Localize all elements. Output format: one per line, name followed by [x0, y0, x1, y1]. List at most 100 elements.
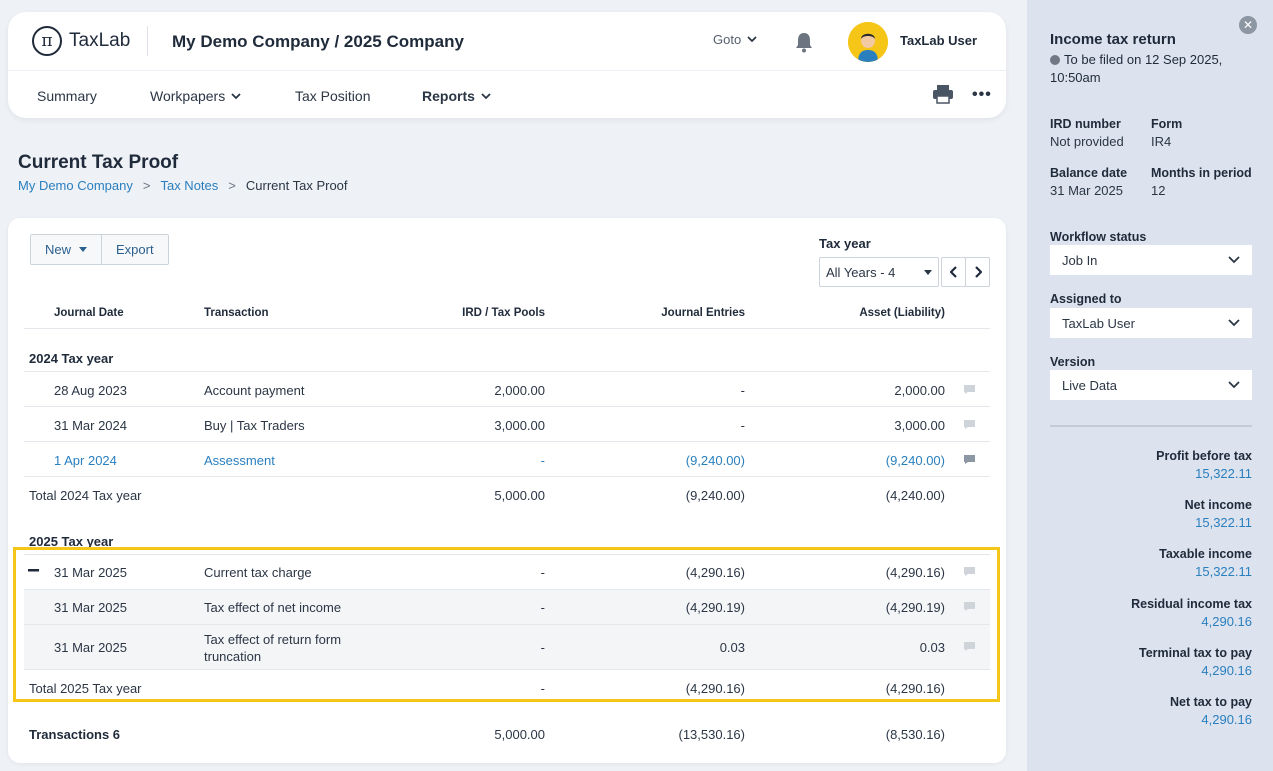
metric-label: Terminal tax to pay — [1139, 646, 1252, 660]
cell-transaction-line2: truncation — [204, 649, 262, 664]
company-title: My Demo Company / 2025 Company — [172, 32, 464, 51]
comment-icon[interactable] — [963, 566, 976, 577]
total-journal: (9,240.00) — [685, 488, 745, 503]
comment-icon[interactable] — [963, 454, 976, 465]
taxlab-logo[interactable]: π TaxLab — [32, 26, 130, 56]
metric-label: Taxable income — [1159, 547, 1252, 561]
total-ird: 5,000.00 — [494, 488, 545, 503]
cell-transaction: Tax effect of net income — [204, 600, 342, 615]
grand-total-asset: (8,530.16) — [885, 727, 945, 742]
tab-workpapers[interactable]: Workpapers — [150, 88, 241, 104]
version-label: Version — [1050, 355, 1096, 369]
chevron-down-icon — [1228, 256, 1240, 264]
user-avatar-icon — [848, 22, 888, 62]
panel-title: Income tax return — [1050, 31, 1176, 48]
col-asset-liability[interactable]: Asset (Liability) — [859, 307, 945, 319]
breadcrumb-company[interactable]: My Demo Company — [18, 178, 133, 193]
tab-summary[interactable]: Summary — [37, 88, 97, 104]
bell-icon[interactable] — [794, 31, 814, 53]
printer-icon[interactable] — [932, 84, 954, 104]
workflow-status-value: Job In — [1062, 252, 1098, 268]
tab-tax-position[interactable]: Tax Position — [295, 88, 370, 104]
balance-date-value: 31 Mar 2025 — [1050, 183, 1123, 198]
cell-journal: - — [740, 383, 745, 398]
metric-value-link[interactable]: 15,322.11 — [1195, 515, 1252, 530]
goto-dropdown[interactable]: Goto — [713, 32, 757, 47]
logo-text: TaxLab — [69, 30, 131, 51]
cell-transaction: Account payment — [204, 383, 305, 398]
cell-journal: - — [740, 418, 745, 433]
tax-year-select[interactable]: All Years - 4 — [819, 257, 939, 287]
panel-divider — [1050, 425, 1252, 427]
cell-transaction: Current tax charge — [204, 565, 312, 580]
cell-transaction-link[interactable]: Assessment — [204, 453, 275, 468]
breadcrumb-tax-notes[interactable]: Tax Notes — [160, 178, 219, 193]
export-button[interactable]: Export — [101, 235, 168, 264]
col-transaction[interactable]: Transaction — [204, 307, 269, 319]
new-button[interactable]: New — [31, 235, 102, 264]
metric-value-link[interactable]: 4,290.16 — [1201, 663, 1252, 678]
col-journal-entries[interactable]: Journal Entries — [661, 307, 745, 319]
cell-ird: 3,000.00 — [494, 418, 545, 433]
next-year-button[interactable] — [965, 257, 990, 287]
cell-date: 28 Aug 2023 — [54, 383, 128, 398]
chevron-down-icon — [1228, 319, 1240, 327]
user-name[interactable]: TaxLab User — [900, 33, 978, 48]
chevron-left-icon — [949, 266, 957, 278]
tab-reports-label: Reports — [422, 88, 475, 104]
total-journal: (4,290.16) — [685, 681, 745, 696]
col-ird-tax-pools[interactable]: IRD / Tax Pools — [462, 307, 545, 319]
clock-icon — [1050, 55, 1060, 65]
form-value: IR4 — [1151, 134, 1172, 149]
page-title: Current Tax Proof — [18, 152, 179, 173]
total-label: Total 2024 Tax year — [29, 488, 142, 503]
comment-icon[interactable] — [963, 601, 976, 612]
cell-date-link[interactable]: 1 Apr 2024 — [54, 453, 117, 468]
group-title-2025: 2025 Tax year — [29, 534, 114, 549]
version-select[interactable]: Live Data — [1050, 370, 1252, 400]
prev-year-button[interactable] — [941, 257, 966, 287]
metric-value-link[interactable]: 15,322.11 — [1195, 564, 1252, 579]
chevron-down-icon — [747, 36, 757, 43]
action-button-group: New Export — [30, 234, 169, 265]
cell-asset: 0.03 — [919, 640, 945, 655]
comment-icon[interactable] — [963, 419, 976, 430]
cell-journal: 0.03 — [719, 640, 745, 655]
metric-value-link[interactable]: 4,290.16 — [1201, 712, 1252, 727]
metric-value-link[interactable]: 15,322.11 — [1195, 466, 1252, 481]
cell-transaction: Buy | Tax Traders — [204, 418, 305, 433]
metric-value-link[interactable]: 4,290.16 — [1201, 614, 1252, 629]
cell-ird: - — [540, 640, 545, 655]
comment-icon[interactable] — [963, 641, 976, 652]
export-button-label: Export — [116, 242, 154, 257]
header-card: π TaxLab My Demo Company / 2025 Company … — [8, 12, 1006, 118]
cell-date: 31 Mar 2025 — [54, 640, 127, 655]
sub-row-background — [24, 589, 990, 624]
tab-reports[interactable]: Reports — [422, 88, 491, 104]
tab-summary-label: Summary — [37, 88, 97, 104]
tax-year-label: Tax year — [819, 236, 871, 251]
workflow-status-select[interactable]: Job In — [1050, 245, 1252, 275]
cell-journal: (9,240.00) — [685, 453, 745, 468]
col-journal-date[interactable]: Journal Date — [54, 307, 124, 319]
metric-label: Residual income tax — [1131, 597, 1252, 611]
more-options-icon[interactable]: ••• — [972, 86, 992, 103]
cell-date: 31 Mar 2024 — [54, 418, 127, 433]
cell-asset: (9,240.00) — [885, 453, 945, 468]
months-value: 12 — [1151, 183, 1166, 198]
tab-tax-position-label: Tax Position — [295, 88, 371, 104]
comment-icon[interactable] — [963, 384, 976, 395]
cell-asset: 3,000.00 — [894, 418, 945, 433]
form-label: Form — [1151, 117, 1183, 131]
collapse-icon[interactable] — [28, 569, 39, 572]
cell-transaction-line1: Tax effect of return form — [204, 632, 342, 647]
assigned-to-select[interactable]: TaxLab User — [1050, 308, 1252, 338]
sub-row-background — [24, 624, 990, 669]
cell-journal: (4,290.16) — [685, 565, 745, 580]
avatar[interactable] — [848, 22, 888, 62]
assigned-to-label: Assigned to — [1050, 292, 1122, 306]
header-divider — [8, 70, 1006, 71]
grand-total-journal: (13,530.16) — [678, 727, 746, 742]
close-icon[interactable]: ✕ — [1239, 16, 1257, 34]
pi-logo-icon: π — [32, 26, 62, 56]
